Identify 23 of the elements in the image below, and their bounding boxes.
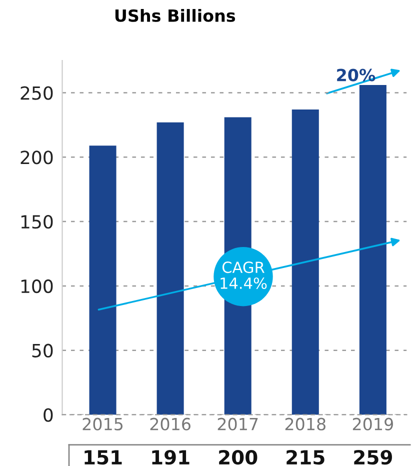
x-tick-label: 2019 <box>352 418 393 430</box>
annotation: 20% <box>337 68 376 82</box>
bar <box>292 110 319 415</box>
x-tick-label: 2017 <box>218 418 258 430</box>
y-tick-label: 50 <box>32 344 53 358</box>
y-tick-label: 100 <box>21 279 53 294</box>
y-tick-label: 200 <box>20 150 53 164</box>
text: 151 <box>84 450 122 465</box>
annotation: CAGR 14.4% <box>220 262 267 290</box>
x-tick-label: 2016 <box>150 418 190 430</box>
y-tick-label: 0 <box>44 408 53 422</box>
text: 215 <box>286 450 324 465</box>
chart-title: UShs Billions <box>115 9 236 22</box>
y-tick-label: 250 <box>20 86 53 100</box>
y-tick-label: 150 <box>21 215 53 229</box>
text: 191 <box>152 450 190 465</box>
x-tick-label: 2015 <box>82 418 123 430</box>
bar <box>89 146 116 415</box>
text: 259 <box>354 450 392 465</box>
x-tick-label: 2018 <box>285 418 326 430</box>
text: 200 <box>219 450 258 465</box>
bar <box>156 122 184 415</box>
bar <box>359 85 386 415</box>
